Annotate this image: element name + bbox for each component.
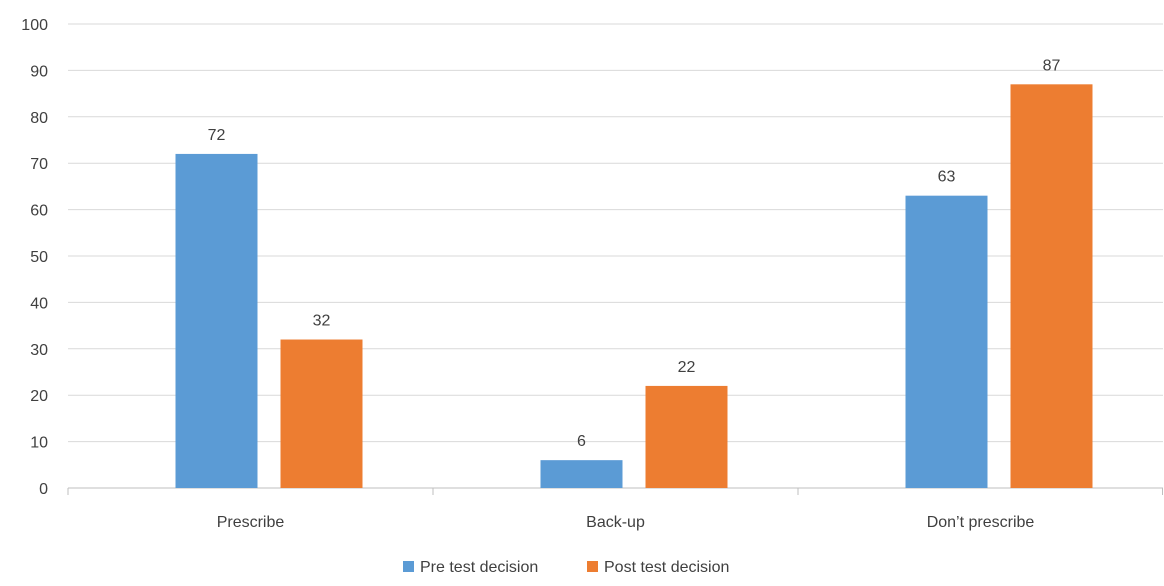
data-label: 72 xyxy=(208,127,226,144)
y-tick-label: 90 xyxy=(30,63,48,80)
data-label: 63 xyxy=(938,169,956,186)
y-tick-label: 60 xyxy=(30,203,48,220)
x-axis xyxy=(67,487,1163,495)
legend-label: Post test decision xyxy=(604,559,729,576)
y-tick-label: 0 xyxy=(39,481,48,498)
x-category-label: Back-up xyxy=(586,514,645,531)
y-tick-label: 100 xyxy=(21,17,48,34)
bar xyxy=(645,385,728,488)
bar xyxy=(175,153,258,489)
data-label: 22 xyxy=(678,359,696,376)
x-category-label: Prescribe xyxy=(217,514,285,531)
y-tick-label: 50 xyxy=(30,249,48,266)
bar xyxy=(1010,84,1093,488)
y-axis-tick-labels: 0 10 20 30 40 50 60 70 80 90 100 xyxy=(21,17,48,498)
legend-swatch xyxy=(587,561,598,572)
bar xyxy=(905,195,988,488)
y-tick-label: 40 xyxy=(30,295,48,312)
data-label: 87 xyxy=(1043,57,1061,74)
y-tick-label: 10 xyxy=(30,435,48,452)
data-label: 32 xyxy=(313,313,331,330)
y-tick-label: 70 xyxy=(30,156,48,173)
x-axis-category-labels: Prescribe Back-up Don’t prescribe xyxy=(217,514,1035,531)
bar xyxy=(280,339,363,488)
x-category-label: Don’t prescribe xyxy=(927,514,1035,531)
bars xyxy=(175,84,1093,489)
legend-swatch xyxy=(403,561,414,572)
legend: Pre test decision Post test decision xyxy=(403,559,729,576)
legend-label: Pre test decision xyxy=(420,559,538,576)
y-tick-label: 80 xyxy=(30,110,48,127)
data-labels: 72 6 63 32 22 87 xyxy=(208,57,1061,450)
y-tick-label: 30 xyxy=(30,342,48,359)
data-label: 6 xyxy=(577,433,586,450)
bar xyxy=(540,460,623,488)
y-tick-label: 20 xyxy=(30,388,48,405)
